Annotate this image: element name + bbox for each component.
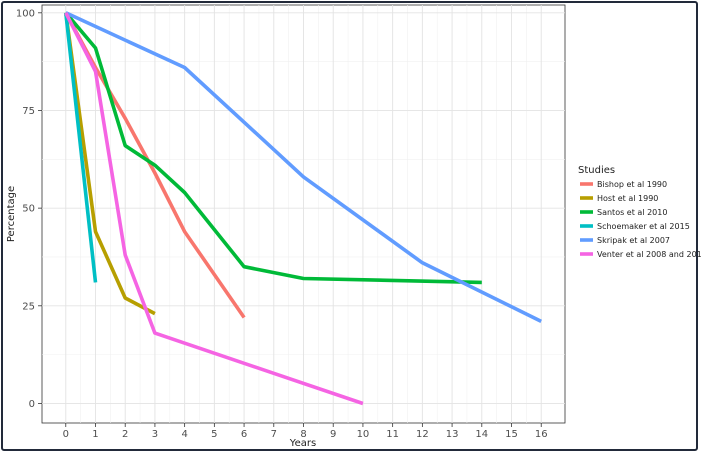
- y-axis-ticks: 0 25 50 75 100: [16, 8, 42, 410]
- x-tick-label: 15: [505, 429, 518, 440]
- x-tick-label: 5: [211, 429, 217, 440]
- series-line: [64, 11, 482, 285]
- series-line: [64, 12, 98, 283]
- x-axis-ticks: 0 1 2 3 4 5 6 7 8 9 10 11 12 13 14 15 16: [63, 423, 548, 440]
- legend: Studies Bishop et al 1990 Host et al 1990…: [578, 165, 702, 259]
- x-tick-label: 16: [535, 429, 548, 440]
- series-line: [64, 11, 364, 406]
- x-tick-label: 0: [63, 429, 69, 440]
- y-tick-label: 0: [29, 399, 35, 410]
- series-line: [64, 12, 156, 316]
- y-tick-label: 75: [22, 106, 35, 117]
- grid-major: [42, 5, 565, 423]
- legend-title: Studies: [578, 165, 615, 176]
- legend-label: Skripak et al 2007: [597, 236, 670, 245]
- x-tick-label: 12: [416, 429, 429, 440]
- y-tick-label: 25: [22, 301, 35, 312]
- x-tick-label: 7: [271, 429, 277, 440]
- x-axis-title: Years: [289, 438, 316, 449]
- x-tick-label: 4: [181, 429, 187, 440]
- x-tick-label: 13: [446, 429, 459, 440]
- x-tick-label: 3: [152, 429, 158, 440]
- y-axis-title: Percentage: [6, 186, 17, 242]
- legend-label: Schoemaker et al 2015: [597, 222, 690, 231]
- legend-label: Bishop et al 1990: [597, 180, 667, 189]
- x-tick-label: 11: [386, 429, 399, 440]
- x-tick-label: 8: [300, 429, 306, 440]
- x-tick-label: 6: [241, 429, 247, 440]
- y-tick-label: 100: [16, 8, 35, 19]
- x-tick-label: 2: [122, 429, 128, 440]
- legend-label: Host et al 1990: [597, 194, 658, 203]
- x-tick-label: 9: [330, 429, 336, 440]
- x-tick-label: 14: [475, 429, 488, 440]
- series-line: [65, 11, 542, 324]
- x-tick-label: 1: [92, 429, 98, 440]
- series-layer: [64, 11, 542, 406]
- legend-label: Santos et al 2010: [597, 208, 667, 217]
- grid-minor: [42, 5, 565, 423]
- y-tick-label: 50: [22, 204, 35, 215]
- legend-label: Venter et al 2008 and 2016: [597, 250, 702, 259]
- x-tick-label: 10: [357, 429, 370, 440]
